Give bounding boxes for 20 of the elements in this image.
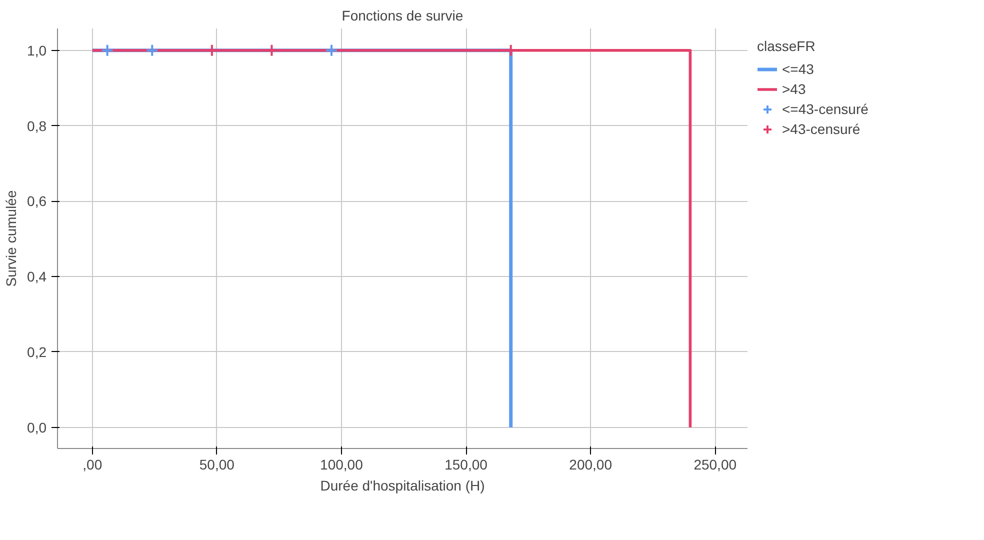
x-tick-label: 150,00: [444, 456, 488, 472]
legend-label: <=43: [782, 61, 814, 77]
y-tick-label: 1,0: [27, 42, 47, 58]
y-axis-title: Survie cumulée: [3, 190, 20, 287]
x-tick-label: 200,00: [569, 456, 612, 472]
x-tick-label: 50,00: [199, 456, 235, 472]
legend-label: <=43-censuré: [782, 101, 868, 117]
x-tick-label: ,00: [82, 456, 102, 472]
chart-title: Fonctions de survie: [342, 8, 464, 24]
x-tick-label: 100,00: [320, 456, 364, 472]
y-tick-label: 0,4: [27, 268, 47, 285]
legend-title: classeFR: [757, 38, 816, 54]
legend-label: >43-censuré: [782, 121, 860, 137]
y-tick-label: 0,6: [27, 193, 47, 210]
y-tick-label: 0,8: [27, 118, 47, 134]
legend-label: >43: [782, 81, 806, 97]
x-axis-title: Durée d'hospitalisation (H): [320, 478, 485, 494]
x-tick-label: 250,00: [694, 456, 737, 472]
y-tick-label: 0,2: [27, 344, 47, 360]
y-tick-label: 0,0: [27, 419, 47, 436]
